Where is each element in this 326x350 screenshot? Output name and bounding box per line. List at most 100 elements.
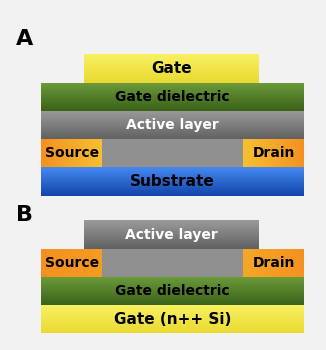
Bar: [243, 139, 244, 167]
Bar: [41, 118, 304, 119]
Bar: [41, 296, 304, 297]
Bar: [84, 226, 259, 227]
Bar: [250, 249, 251, 277]
Bar: [41, 309, 304, 310]
Bar: [57, 249, 60, 277]
Bar: [209, 249, 211, 277]
Bar: [241, 249, 244, 277]
Text: Gate dielectric: Gate dielectric: [115, 90, 230, 104]
Bar: [254, 249, 257, 277]
Bar: [146, 249, 149, 277]
Bar: [205, 249, 207, 277]
Text: Drain: Drain: [252, 256, 295, 270]
Bar: [84, 232, 259, 233]
Bar: [265, 249, 267, 277]
Bar: [84, 220, 259, 221]
Bar: [84, 57, 259, 58]
Bar: [300, 249, 301, 277]
Bar: [224, 249, 225, 277]
Bar: [41, 326, 304, 327]
Text: Source: Source: [45, 146, 99, 160]
Text: Source: Source: [45, 256, 99, 270]
Bar: [84, 63, 259, 64]
Bar: [276, 139, 277, 167]
Bar: [72, 139, 73, 167]
Bar: [41, 287, 304, 288]
Bar: [70, 139, 71, 167]
Bar: [262, 139, 263, 167]
Bar: [100, 139, 101, 167]
Bar: [84, 239, 259, 240]
Bar: [84, 82, 259, 83]
Bar: [62, 139, 63, 167]
Bar: [273, 249, 275, 277]
Bar: [83, 139, 84, 167]
Bar: [84, 80, 259, 81]
Bar: [259, 139, 260, 167]
Bar: [259, 249, 261, 277]
Bar: [285, 139, 286, 167]
Bar: [59, 139, 60, 167]
Bar: [241, 249, 242, 277]
Bar: [66, 139, 67, 167]
Bar: [84, 72, 259, 73]
Bar: [246, 139, 247, 167]
Bar: [73, 249, 75, 277]
Bar: [294, 139, 295, 167]
Bar: [234, 249, 236, 277]
Bar: [217, 249, 219, 277]
Bar: [41, 186, 304, 187]
Bar: [230, 249, 233, 277]
Bar: [41, 304, 304, 305]
Bar: [261, 249, 262, 277]
Bar: [188, 249, 190, 277]
Text: Substrate: Substrate: [130, 174, 215, 189]
Bar: [41, 313, 304, 314]
Bar: [41, 89, 304, 90]
Text: Active layer: Active layer: [126, 228, 218, 241]
Bar: [115, 249, 117, 277]
Bar: [233, 249, 236, 277]
Bar: [41, 124, 304, 125]
Bar: [84, 229, 259, 230]
Bar: [42, 139, 43, 167]
Bar: [84, 78, 259, 79]
Bar: [185, 249, 186, 277]
Bar: [82, 139, 83, 167]
Bar: [268, 139, 269, 167]
Bar: [250, 139, 251, 167]
Bar: [269, 139, 270, 167]
Bar: [41, 91, 304, 92]
Bar: [97, 139, 98, 167]
Bar: [84, 65, 259, 66]
Bar: [194, 249, 195, 277]
Bar: [41, 322, 304, 323]
Bar: [41, 135, 304, 136]
Bar: [266, 249, 267, 277]
Bar: [215, 249, 217, 277]
Bar: [84, 56, 259, 57]
Bar: [41, 317, 304, 318]
Bar: [81, 139, 82, 167]
Bar: [141, 249, 144, 277]
Bar: [41, 329, 304, 330]
Bar: [302, 139, 303, 167]
Bar: [288, 249, 289, 277]
Bar: [41, 194, 304, 195]
Bar: [41, 190, 304, 191]
Bar: [289, 249, 291, 277]
Bar: [212, 249, 215, 277]
Bar: [283, 249, 284, 277]
Bar: [84, 230, 259, 231]
Bar: [251, 249, 253, 277]
Bar: [280, 139, 281, 167]
Bar: [41, 139, 304, 167]
Bar: [88, 139, 89, 167]
Bar: [99, 139, 100, 167]
Bar: [87, 139, 88, 167]
Bar: [48, 139, 49, 167]
Bar: [263, 139, 264, 167]
Bar: [41, 316, 304, 317]
Bar: [41, 167, 304, 168]
Bar: [270, 249, 271, 277]
